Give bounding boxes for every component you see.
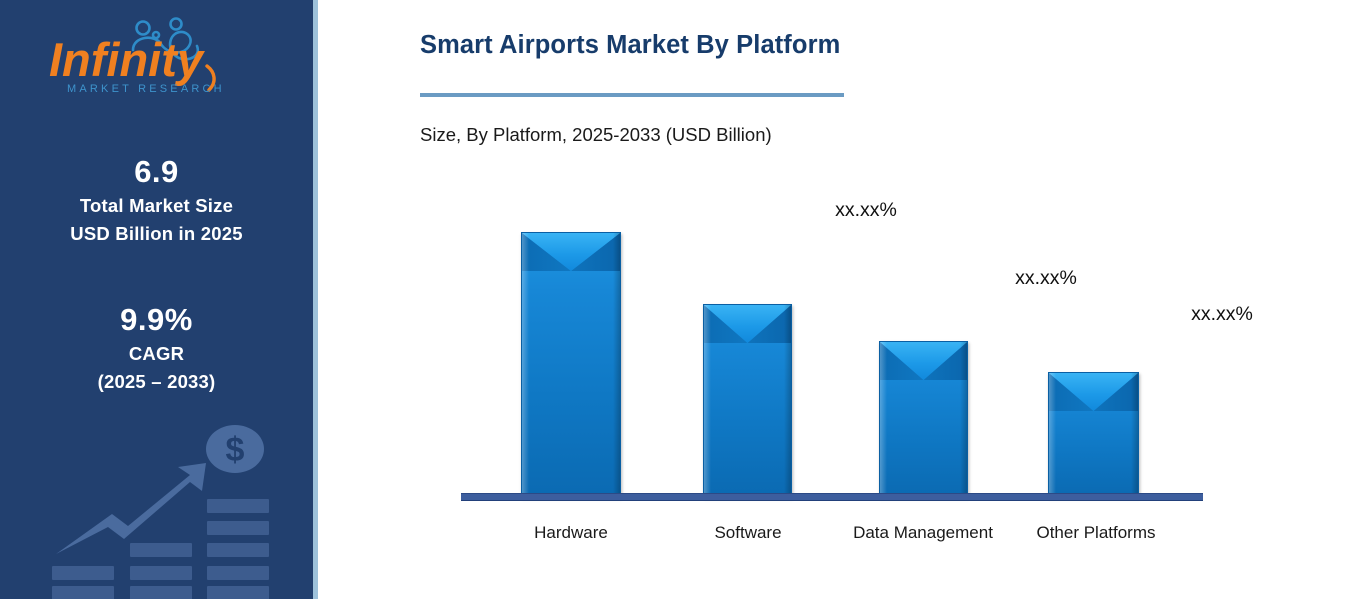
bar-body [1048, 372, 1139, 497]
bar-body [521, 232, 621, 497]
bar-right-bevel [960, 342, 967, 496]
bar-top-bevel [704, 305, 791, 343]
bar-right-bevel [1131, 373, 1138, 496]
growth-arrow-graphic-icon: $ [52, 425, 269, 599]
bar-chart: xx.xx% xx.xx% [318, 0, 1358, 599]
bar-right-bevel [784, 305, 791, 496]
category-label-software: Software [714, 523, 782, 542]
bar-left-bevel [880, 342, 887, 496]
bar-value-label: xx.xx% [1015, 267, 1077, 289]
bar-other-platforms [1048, 372, 1139, 497]
bar-data-management [879, 341, 968, 497]
bar-hardware [521, 232, 621, 497]
chart-subtitle: Size, By Platform, 2025-2033 (USD Billio… [420, 124, 772, 145]
title-underline [420, 93, 844, 97]
x-axis-line [461, 493, 1203, 501]
main-content: Smart Airports Market By Platform Size, … [318, 0, 1358, 599]
stat-cagr-label-line1: CAGR [128, 343, 185, 364]
svg-text:MARKET RESEARCH: MARKET RESEARCH [67, 83, 225, 95]
stat-market-size-label-line1: Total Market Size [79, 195, 234, 216]
bar-value-label: xx.xx% [1322, 333, 1358, 356]
stat-cagr: 9.9% CAGR (2025 – 2033) [0, 300, 313, 396]
dollar-coin-icon: $ [206, 425, 264, 473]
sidebar: Infinity MARKET RESEARCH 6.9 Total Marke… [0, 0, 313, 599]
svg-text:Infinity: Infinity [49, 33, 206, 86]
bar-right-bevel [613, 233, 620, 496]
bar-software [703, 304, 792, 497]
bar-body [879, 341, 968, 497]
category-label-data-management: Data Management [853, 523, 993, 542]
category-label-other-platforms: Other Platforms [1036, 523, 1156, 542]
svg-text:$: $ [226, 431, 245, 469]
page-title: Smart Airports Market By Platform [420, 31, 841, 59]
stat-market-size-label-line2: USD Billion in 2025 [70, 223, 243, 244]
bar-left-bevel [704, 305, 711, 496]
bar-value-label: xx.xx% [835, 199, 897, 221]
bar-body [703, 304, 792, 497]
bar-left-bevel [522, 233, 529, 496]
bar-top-bevel [522, 233, 620, 271]
stat-market-size: 6.9 Total Market Size USD Billion in 202… [0, 152, 313, 248]
stat-cagr-label-line2: (2025 – 2033) [97, 371, 216, 392]
bar-value-label: xx.xx% [1191, 303, 1253, 325]
stat-market-size-value: 6.9 [134, 154, 179, 189]
infinity-logo-icon: Infinity MARKET RESEARCH [49, 17, 225, 95]
sidebar-accent-edge [313, 0, 318, 599]
category-label-hardware: Hardware [534, 523, 608, 542]
bar-top-bevel [1049, 373, 1138, 411]
bar-top-bevel [880, 342, 967, 380]
bar-left-bevel [1049, 373, 1056, 496]
company-logo: Infinity MARKET RESEARCH [0, 14, 313, 98]
stat-cagr-value: 9.9% [120, 302, 193, 337]
